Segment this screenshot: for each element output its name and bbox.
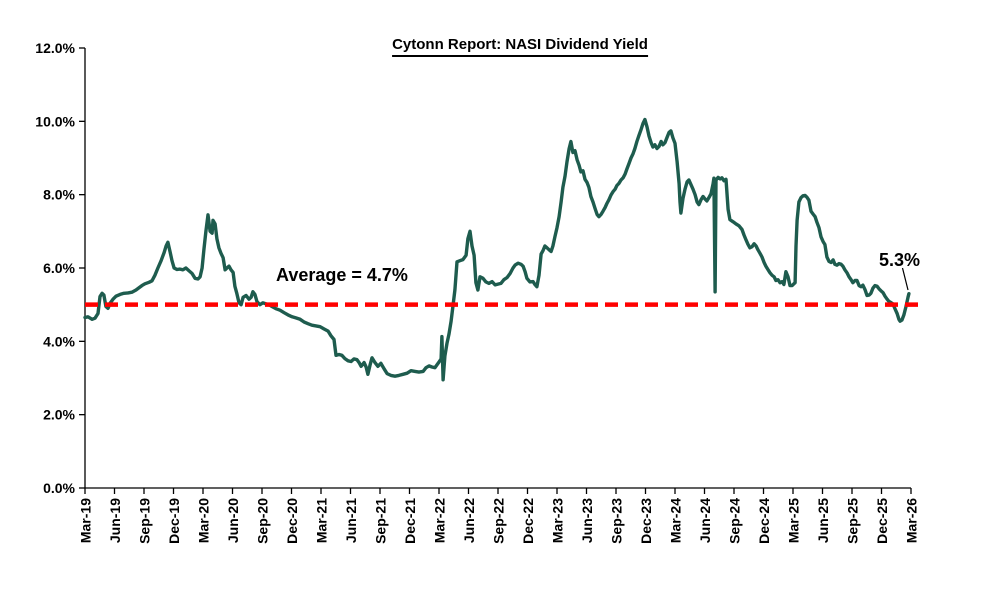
axes: 0.0% 2.0% 4.0% 6.0% 8.0% 10.0% 12.0% Mar-19 Jun-… [35,40,919,544]
yield-series [83,117,911,382]
x-axis-tick-label: Jun-19 [107,498,123,543]
x-axis-tick-label: Dec-19 [166,498,182,544]
x-axis-tick-label: Jun-25 [815,498,831,543]
x-axis-tick-label: Mar-21 [314,498,330,543]
y-axis-tick-label: 6.0% [43,260,75,276]
x-axis-tick-label: Dec-23 [638,498,654,544]
x-axis-tick-label: Dec-24 [756,498,772,544]
x-axis-tick-label: Sep-23 [609,498,625,544]
x-axis-tick-label: Mar-25 [786,498,802,543]
latest-value-leader-line [901,267,909,291]
x-axis-tick-label: Mar-22 [432,498,448,543]
y-axis-tick-label: 2.0% [43,407,75,423]
x-axis-tick-label: Mar-24 [668,498,684,543]
x-axis-tick-label: Mar-19 [78,498,94,543]
x-axis-tick-label: Jun-24 [697,498,713,543]
y-axis-tick-label: 10.0% [35,113,75,129]
x-axis-tick-label: Dec-21 [402,498,418,544]
latest-value-label: 5.3% [879,250,920,270]
x-axis-tick-label: Dec-22 [520,498,536,544]
x-axis-tick-label: Jun-21 [343,498,359,543]
x-axis-tick-label: Mar-26 [904,498,920,543]
x-axis-tick-label: Sep-24 [727,498,743,544]
x-axis-tick-label: Sep-22 [491,498,507,544]
y-axis-tick-label: 0.0% [43,480,75,496]
x-axis-tick-label: Dec-20 [284,498,300,544]
chart-title-text: Cytonn Report: NASI Dividend Yield [392,36,648,57]
average-value-label: Average = 4.7% [276,265,408,285]
y-axis-tick-label: 12.0% [35,40,75,56]
x-axis-tick-label: Sep-21 [373,498,389,544]
x-axis-tick-label: Jun-22 [461,498,477,543]
annotations: Average = 4.7% 5.3% [276,250,920,291]
x-axis-tick-label: Mar-20 [196,498,212,543]
y-axis-tick-label: 8.0% [43,187,75,203]
x-axis-tick-label: Sep-20 [255,498,271,544]
x-axis-tick-label: Jun-20 [225,498,241,543]
x-axis-tick-label: Sep-25 [845,498,861,544]
y-axis-tick-label: 4.0% [43,333,75,349]
x-axis-tick-label: Dec-25 [874,498,890,544]
chart-title: Cytonn Report: NASI Dividend Yield [392,36,648,57]
x-axis-tick-label: Sep-19 [137,498,153,544]
x-axis-tick-label: Jun-23 [579,498,595,543]
x-axis-tick-label: Mar-23 [550,498,566,543]
dividend-yield-line [83,117,911,382]
